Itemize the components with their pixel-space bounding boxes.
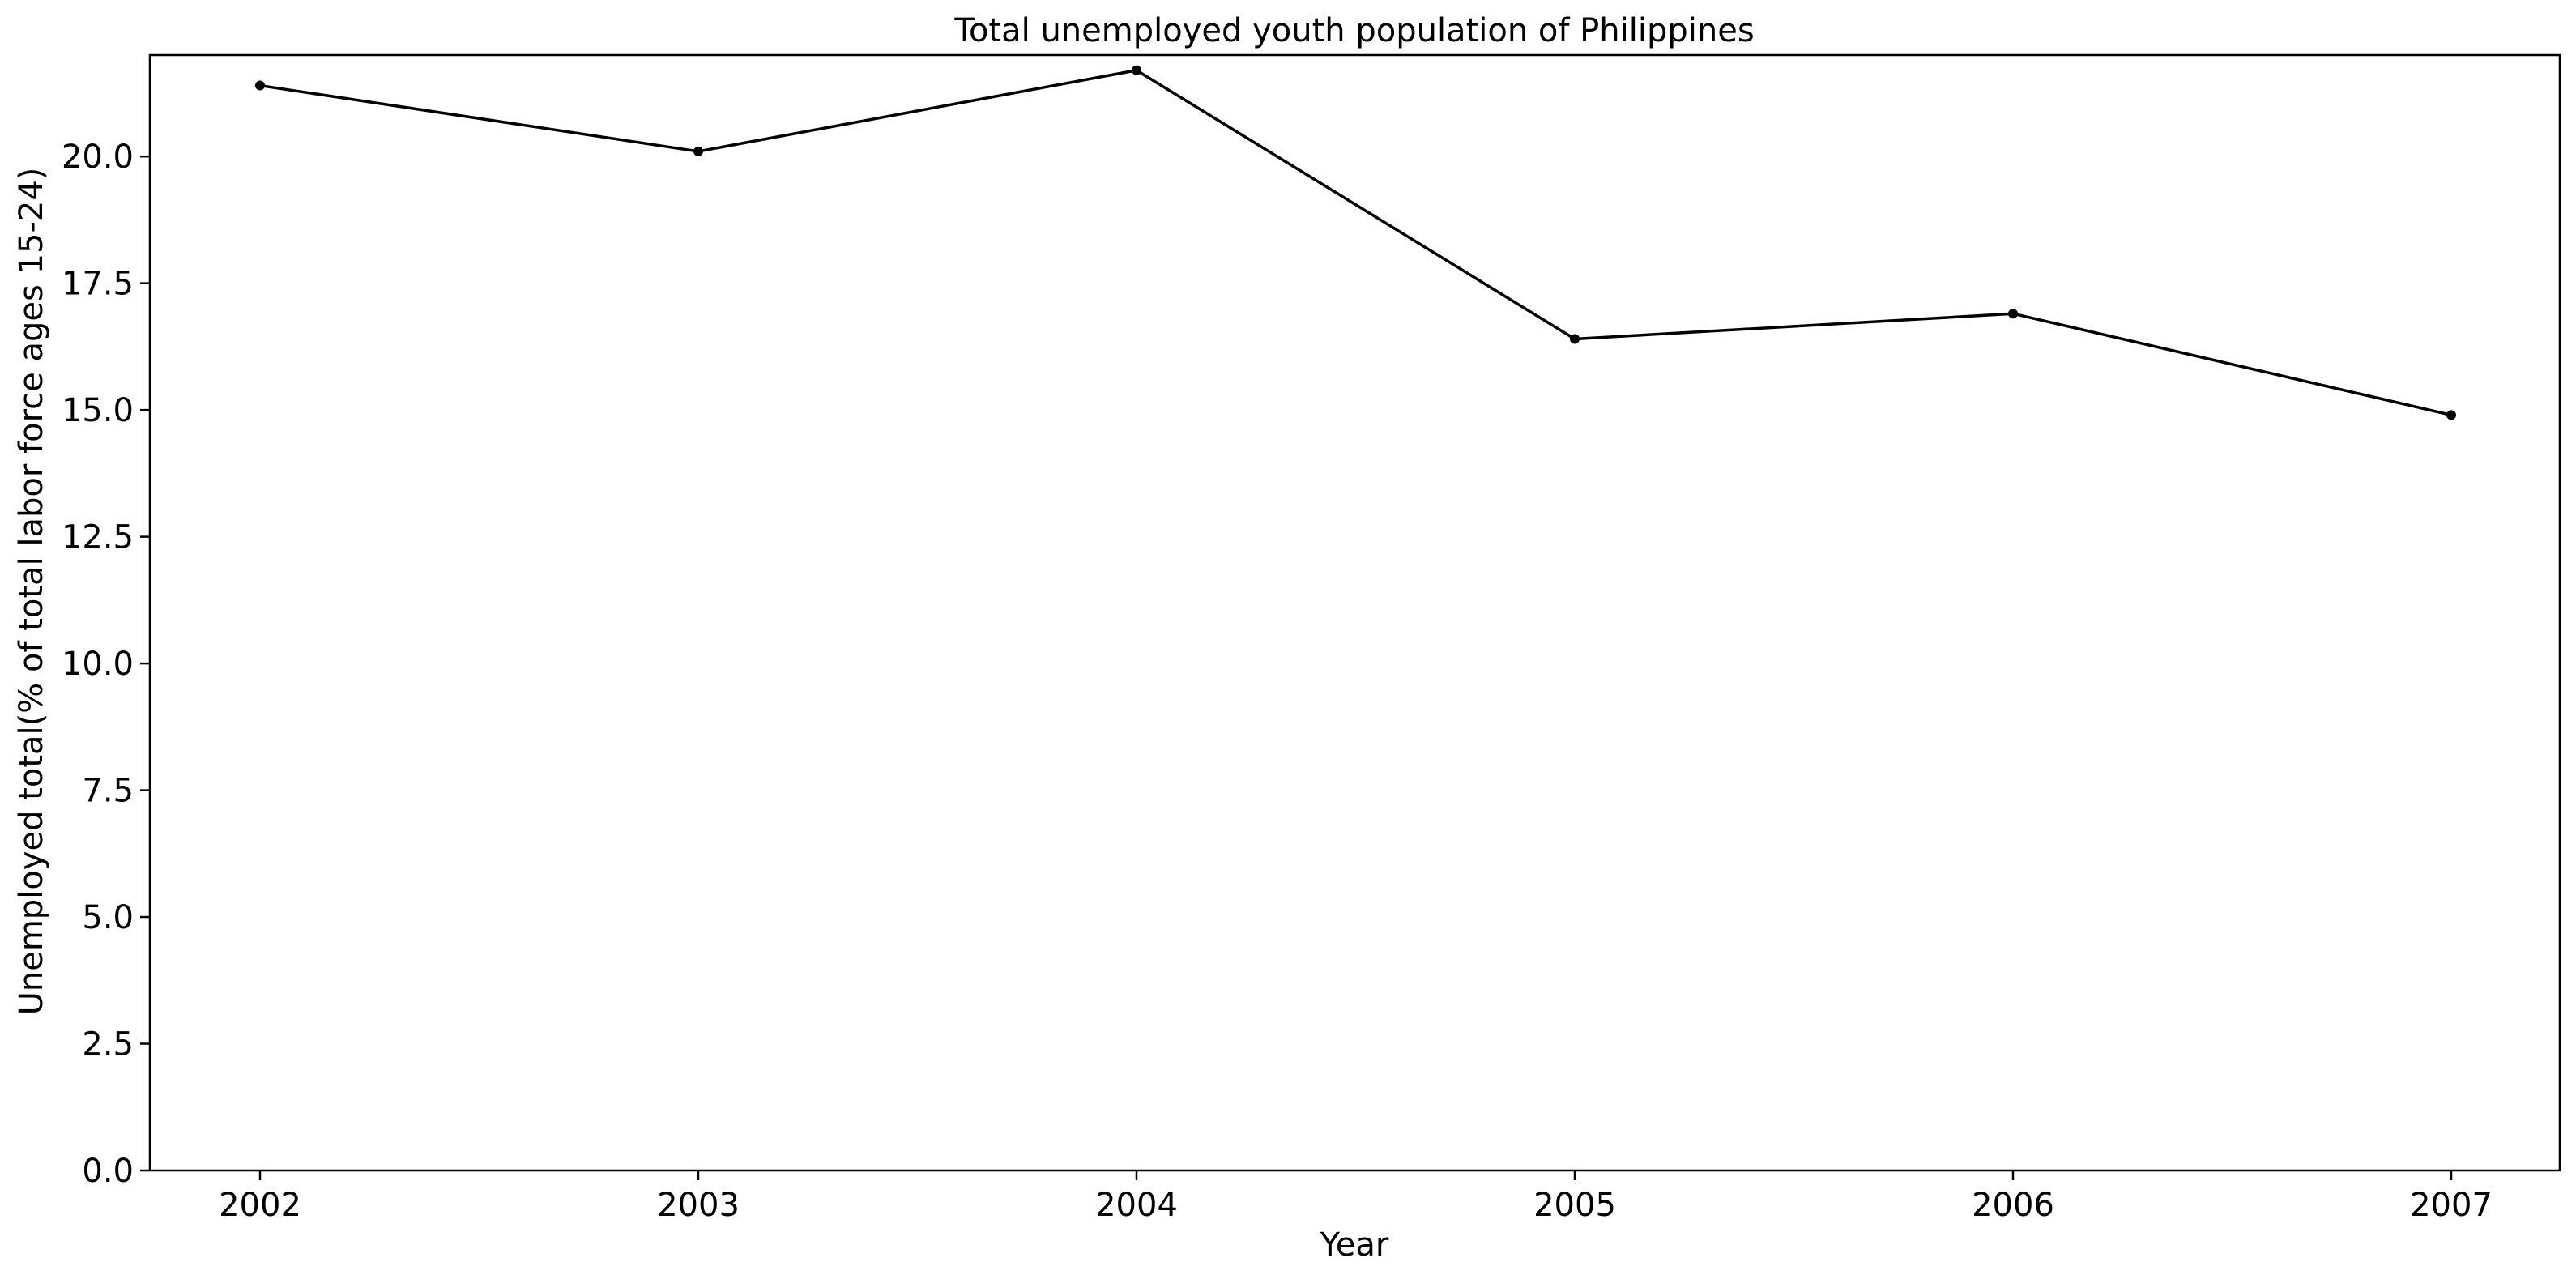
data-point [693, 146, 703, 156]
y-tick-label: 12.5 [62, 519, 134, 556]
x-tick-label: 2006 [1972, 1187, 2054, 1224]
series-line [258, 69, 2453, 417]
series-markers [255, 65, 2456, 420]
chart-title: Total unemployed youth population of Phi… [953, 12, 1754, 49]
plot-frame [148, 53, 2561, 1172]
data-point [2008, 309, 2018, 319]
y-axis: 0.0 2.5 5.0 7.5 10.0 12.5 15.0 17.5 20.0 [62, 139, 150, 1190]
data-point [255, 80, 265, 91]
data-point [1570, 334, 1580, 344]
x-tick-label: 2005 [1533, 1187, 1616, 1224]
data-point [1132, 65, 1141, 75]
y-tick-label: 17.5 [62, 266, 134, 303]
x-tick-label: 2004 [1095, 1187, 1178, 1224]
y-tick-label: 0.0 [82, 1153, 134, 1190]
y-tick-label: 5.0 [82, 899, 134, 936]
x-tick-label: 2007 [2410, 1187, 2493, 1224]
y-axis-label: Unemployed total(% of total labor force … [13, 168, 50, 1016]
y-tick-label: 2.5 [82, 1026, 134, 1064]
y-tick-label: 10.0 [62, 646, 134, 683]
x-axis: 2002 2003 2004 2005 2006 2007 [219, 1170, 2493, 1224]
x-tick-label: 2002 [219, 1187, 301, 1224]
y-tick-label: 20.0 [62, 139, 134, 176]
y-tick-label: 15.0 [62, 392, 134, 429]
x-tick-label: 2003 [657, 1187, 740, 1224]
y-tick-label: 7.5 [82, 773, 134, 810]
x-axis-label: Year [1320, 1226, 1389, 1264]
data-point [2446, 410, 2456, 420]
